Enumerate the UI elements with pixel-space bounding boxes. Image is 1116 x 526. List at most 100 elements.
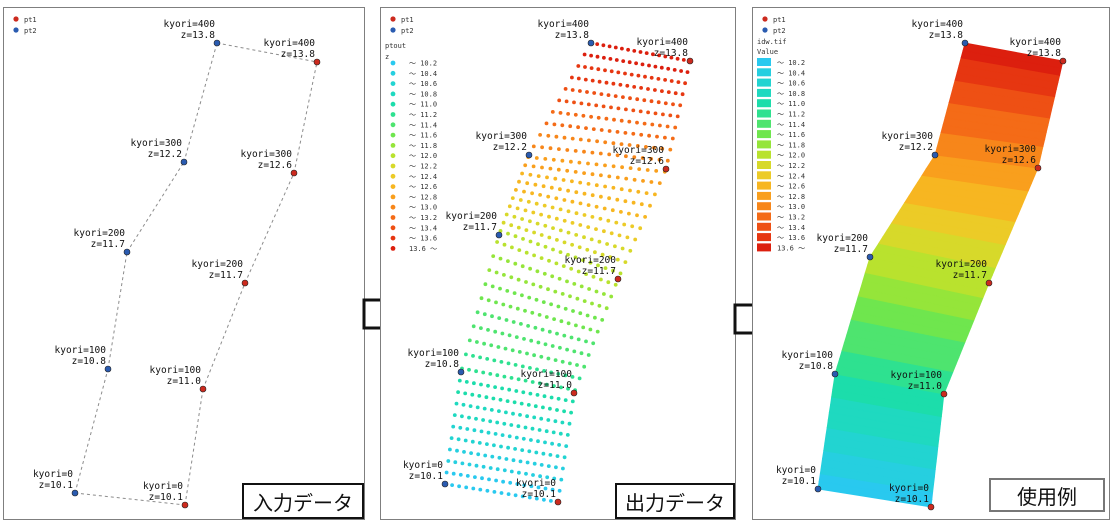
ptout-point xyxy=(478,487,483,492)
ptout-point xyxy=(570,179,574,184)
ptout-point xyxy=(482,312,487,317)
ptout-point xyxy=(514,435,519,440)
ptout-point xyxy=(657,53,661,58)
ptout-point xyxy=(637,167,642,172)
profile-line xyxy=(244,172,295,284)
ptout-point xyxy=(485,488,490,493)
ptout-point xyxy=(582,171,586,176)
z-label: z=10.1 xyxy=(895,494,930,505)
ptout-point xyxy=(546,194,551,199)
ptout-point xyxy=(671,102,675,107)
ptout-point xyxy=(479,296,484,301)
ptout-point xyxy=(553,289,558,294)
ptout-point xyxy=(585,90,589,94)
ptout-point xyxy=(509,275,514,280)
ptout-point xyxy=(589,237,594,242)
ptout-point xyxy=(566,112,570,116)
ptout-point xyxy=(533,182,538,187)
ptout-point xyxy=(483,282,488,287)
ptout-point xyxy=(655,134,659,139)
ptout-point xyxy=(632,49,637,53)
pt2-point xyxy=(71,489,79,497)
ptout-point xyxy=(572,349,577,354)
ptout-point xyxy=(594,103,599,108)
ptout-point xyxy=(528,172,533,177)
ptout-point xyxy=(578,89,582,93)
legend-class-symbol xyxy=(390,143,396,148)
kyori-label: kyori=0 xyxy=(776,465,816,476)
ptout-point xyxy=(474,416,478,421)
ptout-point xyxy=(573,112,578,117)
ptout-point xyxy=(501,302,506,307)
ptout-point xyxy=(494,478,498,483)
z-label: z=10.1 xyxy=(522,489,557,500)
ptout-point xyxy=(566,188,570,193)
ptout-point xyxy=(635,97,640,102)
ptout-point xyxy=(593,315,597,320)
input-data-caption: 入力データ xyxy=(242,483,364,519)
ptout-point xyxy=(593,250,597,255)
ptout-point xyxy=(653,64,658,69)
ptout-point xyxy=(644,191,649,196)
ptout-point xyxy=(539,256,544,260)
z-label: z=13.8 xyxy=(929,30,964,41)
kyori-label: kyori=300 xyxy=(241,149,293,160)
ptout-point xyxy=(481,370,486,375)
kyori-label: kyori=300 xyxy=(985,144,1037,155)
ptout-point xyxy=(521,436,526,441)
legend-class-symbol xyxy=(390,70,396,76)
profile-line xyxy=(183,42,218,163)
ptout-point xyxy=(536,485,541,490)
legend-class-label: ～ 11.4 xyxy=(409,121,437,129)
ptout-point xyxy=(547,214,551,219)
ptout-point xyxy=(479,326,483,330)
ptout-point xyxy=(618,82,623,87)
ptout-point xyxy=(586,225,591,230)
ptout-point xyxy=(606,280,611,285)
ptout-point xyxy=(523,378,528,383)
ptout-point xyxy=(613,282,618,287)
legend-class-swatch xyxy=(757,222,771,231)
ptout-point xyxy=(523,308,527,313)
ptout-point xyxy=(589,53,593,58)
ptout-point xyxy=(538,474,542,479)
ptout-point xyxy=(549,370,554,375)
ptout-point xyxy=(586,203,591,208)
ptout-point xyxy=(681,58,686,62)
ptout-point xyxy=(487,268,492,272)
legend-class-swatch xyxy=(757,140,771,149)
ptout-point xyxy=(568,294,572,299)
ptout-point xyxy=(560,158,565,163)
ptout-point xyxy=(652,145,656,150)
ptout-point xyxy=(502,421,507,426)
ptout-point xyxy=(472,381,476,386)
ptout-point xyxy=(482,406,487,411)
z-label: z=11.7 xyxy=(834,244,868,255)
ptout-point xyxy=(576,76,581,81)
ptout-point xyxy=(477,441,482,445)
ptout-point xyxy=(628,248,633,253)
ptout-point xyxy=(444,470,449,475)
ptout-point xyxy=(503,346,508,351)
ptout-point xyxy=(587,287,591,291)
legend-class-label: ～ 13.4 xyxy=(409,224,437,232)
ptout-point xyxy=(488,372,493,376)
ptout-point xyxy=(499,491,504,495)
legend-class-label: ～ 11.2 xyxy=(777,111,805,119)
legend-class-label: ～ 12.0 xyxy=(409,152,437,160)
ptout-point xyxy=(560,359,565,364)
ptout-point xyxy=(467,338,472,343)
ptout-point xyxy=(568,124,573,129)
ptout-point xyxy=(590,215,595,219)
ptout-point xyxy=(542,271,547,276)
ptout-point xyxy=(525,181,530,186)
kyori-label: kyori=400 xyxy=(637,37,689,48)
ptout-point xyxy=(522,337,526,341)
z-label: z=11.7 xyxy=(463,222,497,233)
ptout-point xyxy=(557,276,562,281)
legend-class-symbol xyxy=(390,184,396,190)
kyori-label: kyori=400 xyxy=(164,19,216,30)
ptout-point xyxy=(472,428,477,433)
ptout-point xyxy=(544,315,549,319)
ptout-point xyxy=(569,410,573,415)
